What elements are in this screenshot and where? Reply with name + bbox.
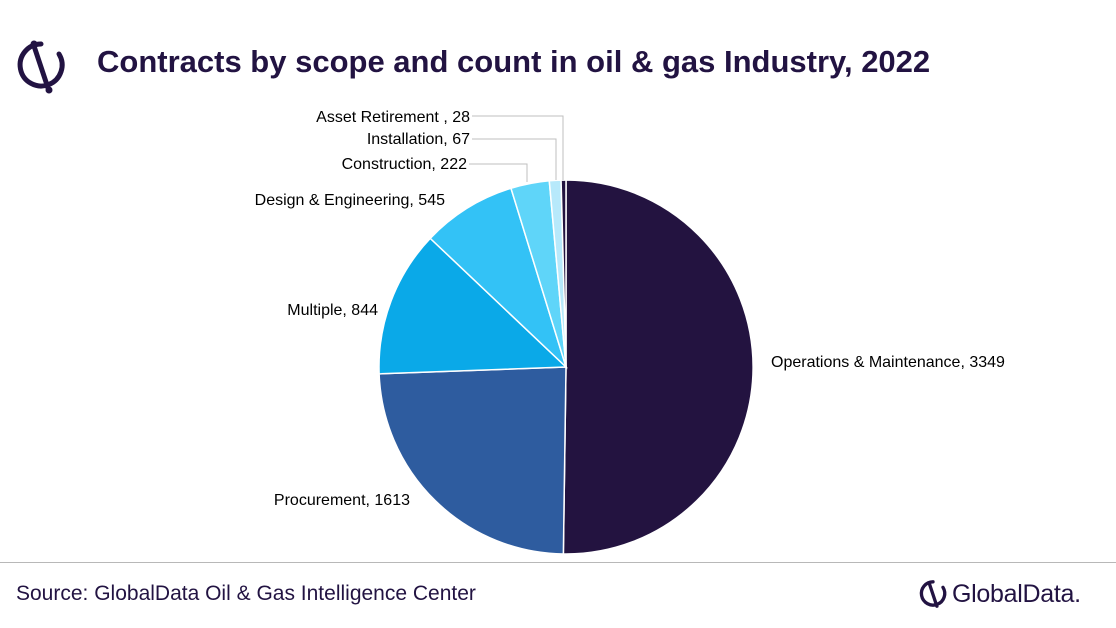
brand-logo: GlobalData. xyxy=(918,576,1081,612)
data-label-construction: Construction, 222 xyxy=(342,156,468,173)
pie-slice-multiple xyxy=(378,237,568,375)
leader-line-asset-retirement xyxy=(472,115,564,180)
pie-slice-operations-maintenance xyxy=(562,179,754,555)
brand-name: GlobalData. xyxy=(952,579,1081,608)
pie-slice-asset-retirement xyxy=(560,179,567,368)
globaldata-logo-icon xyxy=(17,40,65,94)
pie-slice-procurement xyxy=(378,366,567,555)
leader-line-installation xyxy=(472,138,557,180)
data-label-asset-retirement: Asset Retirement , 28 xyxy=(316,109,470,126)
data-label-design-engineering: Design & Engineering, 545 xyxy=(255,192,445,209)
pie-slice-design-engineering xyxy=(429,187,568,370)
source-note: Source: GlobalData Oil & Gas Intelligenc… xyxy=(16,582,476,605)
globaldata-brand-icon xyxy=(919,580,947,608)
data-label-installation: Installation, 67 xyxy=(367,131,470,148)
footer-divider xyxy=(0,562,1116,563)
leader-line-construction xyxy=(469,163,528,182)
data-label-procurement: Procurement, 1613 xyxy=(274,492,410,509)
page-title: Contracts by scope and count in oil & ga… xyxy=(97,44,931,79)
data-label-multiple: Multiple, 844 xyxy=(287,302,378,319)
pie-chart: Operations & Maintenance, 3349 Procuremen… xyxy=(255,109,1005,555)
data-label-operations-maintenance: Operations & Maintenance, 3349 xyxy=(771,354,1005,371)
